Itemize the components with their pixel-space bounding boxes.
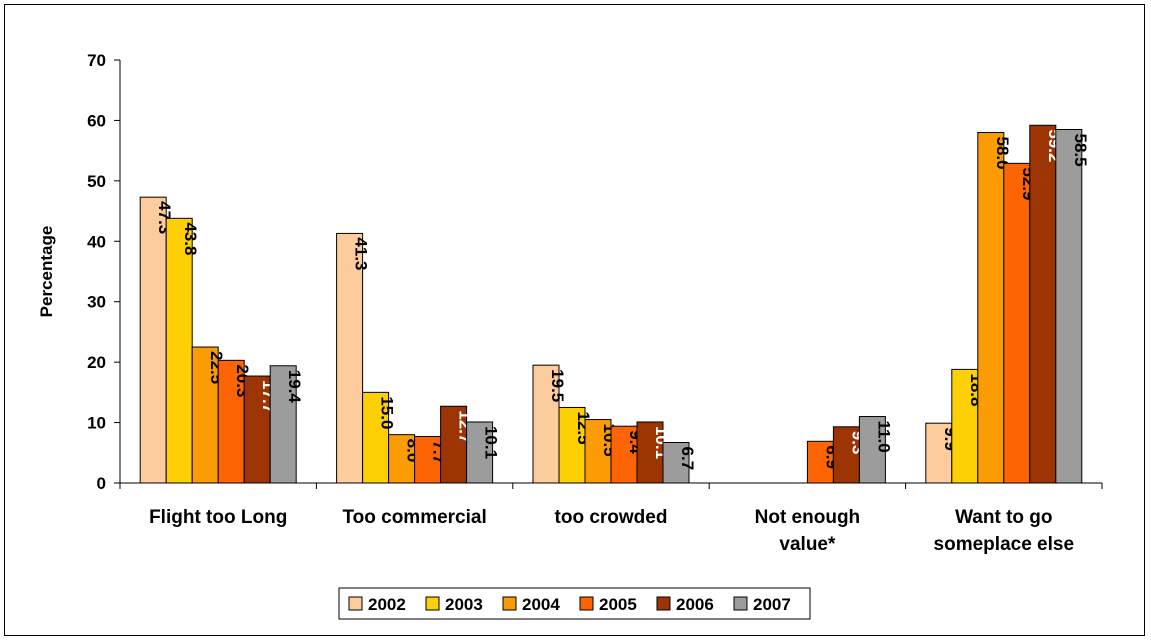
legend-label-2002: 2002 [368, 595, 406, 614]
bar-2004-cat-0 [191, 346, 219, 484]
bar-2003-cat-2 [558, 406, 586, 484]
legend-label-2007: 2007 [753, 595, 791, 614]
bar-2007-cat-2 [662, 442, 690, 484]
bar-2004-cat-2 [584, 419, 612, 484]
data-label: 19.4 [285, 370, 304, 404]
legend-swatch-2007 [733, 596, 748, 611]
bar-2003-cat-4 [951, 368, 979, 484]
x-category-label: value* [779, 534, 836, 555]
legend-swatch-2002 [348, 596, 363, 611]
legend-label-2005: 2005 [599, 595, 637, 614]
y-tick-label: 40 [87, 232, 106, 251]
y-tick-label: 0 [97, 474, 106, 493]
y-tick-label: 10 [87, 414, 106, 433]
legend [338, 587, 811, 620]
bar-2007-cat-4 [1055, 128, 1083, 484]
y-tick-label: 20 [87, 353, 106, 372]
legend-swatch-2004 [502, 596, 517, 611]
data-label: 41.3 [352, 237, 371, 270]
chart-frame [4, 4, 1145, 636]
bar-2003-cat-1 [362, 391, 390, 484]
bar-2002-cat-0 [139, 196, 167, 484]
bar-2007-cat-3 [858, 416, 886, 484]
data-label: 19.5 [548, 369, 567, 402]
y-tick-label: 30 [87, 293, 106, 312]
legend-label-2004: 2004 [522, 595, 560, 614]
data-label: 58.5 [1071, 133, 1090, 166]
x-category-label: someplace else [934, 534, 1074, 555]
legend-swatch-2003 [425, 596, 440, 611]
x-category-label: Too commercial [342, 507, 486, 528]
bar-2004-cat-4 [977, 132, 1005, 484]
bar-2007-cat-0 [269, 365, 297, 484]
bar-2002-cat-1 [336, 232, 364, 484]
x-category-label: Want to go [955, 507, 1052, 528]
bar-2005-cat-0 [217, 359, 245, 484]
x-category-label: too crowded [555, 507, 668, 528]
x-category-label: Flight too Long [149, 507, 287, 528]
bar-2005-cat-3 [806, 440, 834, 484]
bar-2003-cat-0 [165, 217, 193, 484]
legend-label-2003: 2003 [445, 595, 483, 614]
bar-2006-cat-3 [832, 426, 860, 484]
bar-2006-cat-0 [243, 375, 271, 484]
bar-2005-cat-4 [1003, 162, 1031, 484]
y-tick-label: 60 [87, 111, 106, 130]
data-label: 43.8 [181, 222, 200, 255]
y-axis-title: Percentage [37, 226, 56, 318]
bar-2006-cat-4 [1029, 124, 1057, 484]
data-label: 10.1 [482, 426, 501, 459]
data-label: 58.0 [993, 137, 1012, 170]
y-tick-label: 50 [87, 172, 106, 191]
legend-swatch-2006 [656, 596, 671, 611]
x-category-label: Not enough [755, 507, 861, 528]
legend-label-2006: 2006 [676, 595, 714, 614]
data-label: 15.0 [378, 396, 397, 429]
bar-2006-cat-2 [636, 421, 664, 484]
bar-2007-cat-1 [466, 421, 494, 484]
data-label: 6.7 [678, 447, 697, 471]
data-label: 11.0 [874, 421, 893, 453]
y-tick-label: 70 [87, 51, 106, 70]
legend-swatch-2005 [579, 596, 594, 611]
bar-2005-cat-2 [610, 425, 638, 484]
